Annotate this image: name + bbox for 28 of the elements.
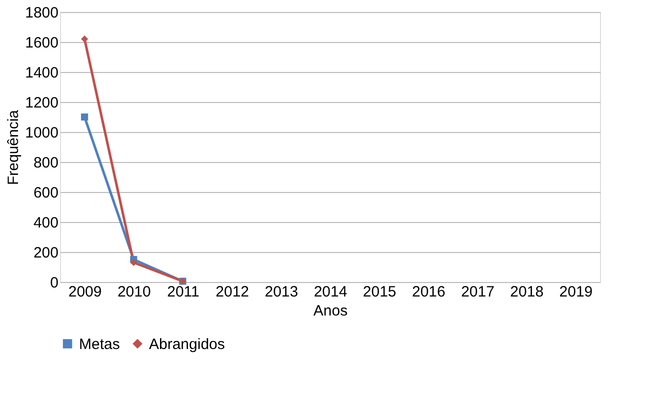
x-tick-label: 2014	[314, 284, 348, 300]
point	[81, 113, 88, 121]
y-tick-label: 1400	[25, 64, 58, 82]
y-tick-label: 1600	[25, 34, 58, 52]
x-tick-label: 2015	[362, 284, 396, 300]
y-tick-label: 600	[33, 184, 58, 202]
x-tick-label: 2010	[117, 284, 151, 300]
legend-label: Abrangidos	[149, 336, 225, 353]
point	[81, 35, 88, 43]
y-tick-label: 1200	[25, 94, 58, 112]
y-tick-label: 200	[33, 244, 58, 262]
x-tick-label: 2013	[264, 284, 298, 300]
y-tick-label: 800	[33, 154, 58, 172]
y-tick-label: 400	[33, 214, 58, 232]
x-tick-label: 2009	[68, 284, 102, 300]
y-tick-label: 1000	[25, 124, 58, 142]
x-tick-label: 2011	[167, 284, 200, 300]
legend-label: Metas	[79, 336, 120, 353]
x-tick-label: 2016	[412, 284, 446, 300]
x-tick-label: 2018	[510, 284, 544, 300]
x-tick-label: 2019	[559, 284, 593, 300]
y-tick-label: 1800	[25, 4, 58, 22]
x-tick-label: 2017	[461, 284, 494, 300]
y-tick-label: 0	[50, 274, 58, 292]
y-axis-title: Frequência	[5, 109, 22, 186]
x-axis-title: Anos	[313, 302, 348, 320]
point	[130, 258, 138, 266]
x-tick-label: 2012	[216, 284, 250, 300]
